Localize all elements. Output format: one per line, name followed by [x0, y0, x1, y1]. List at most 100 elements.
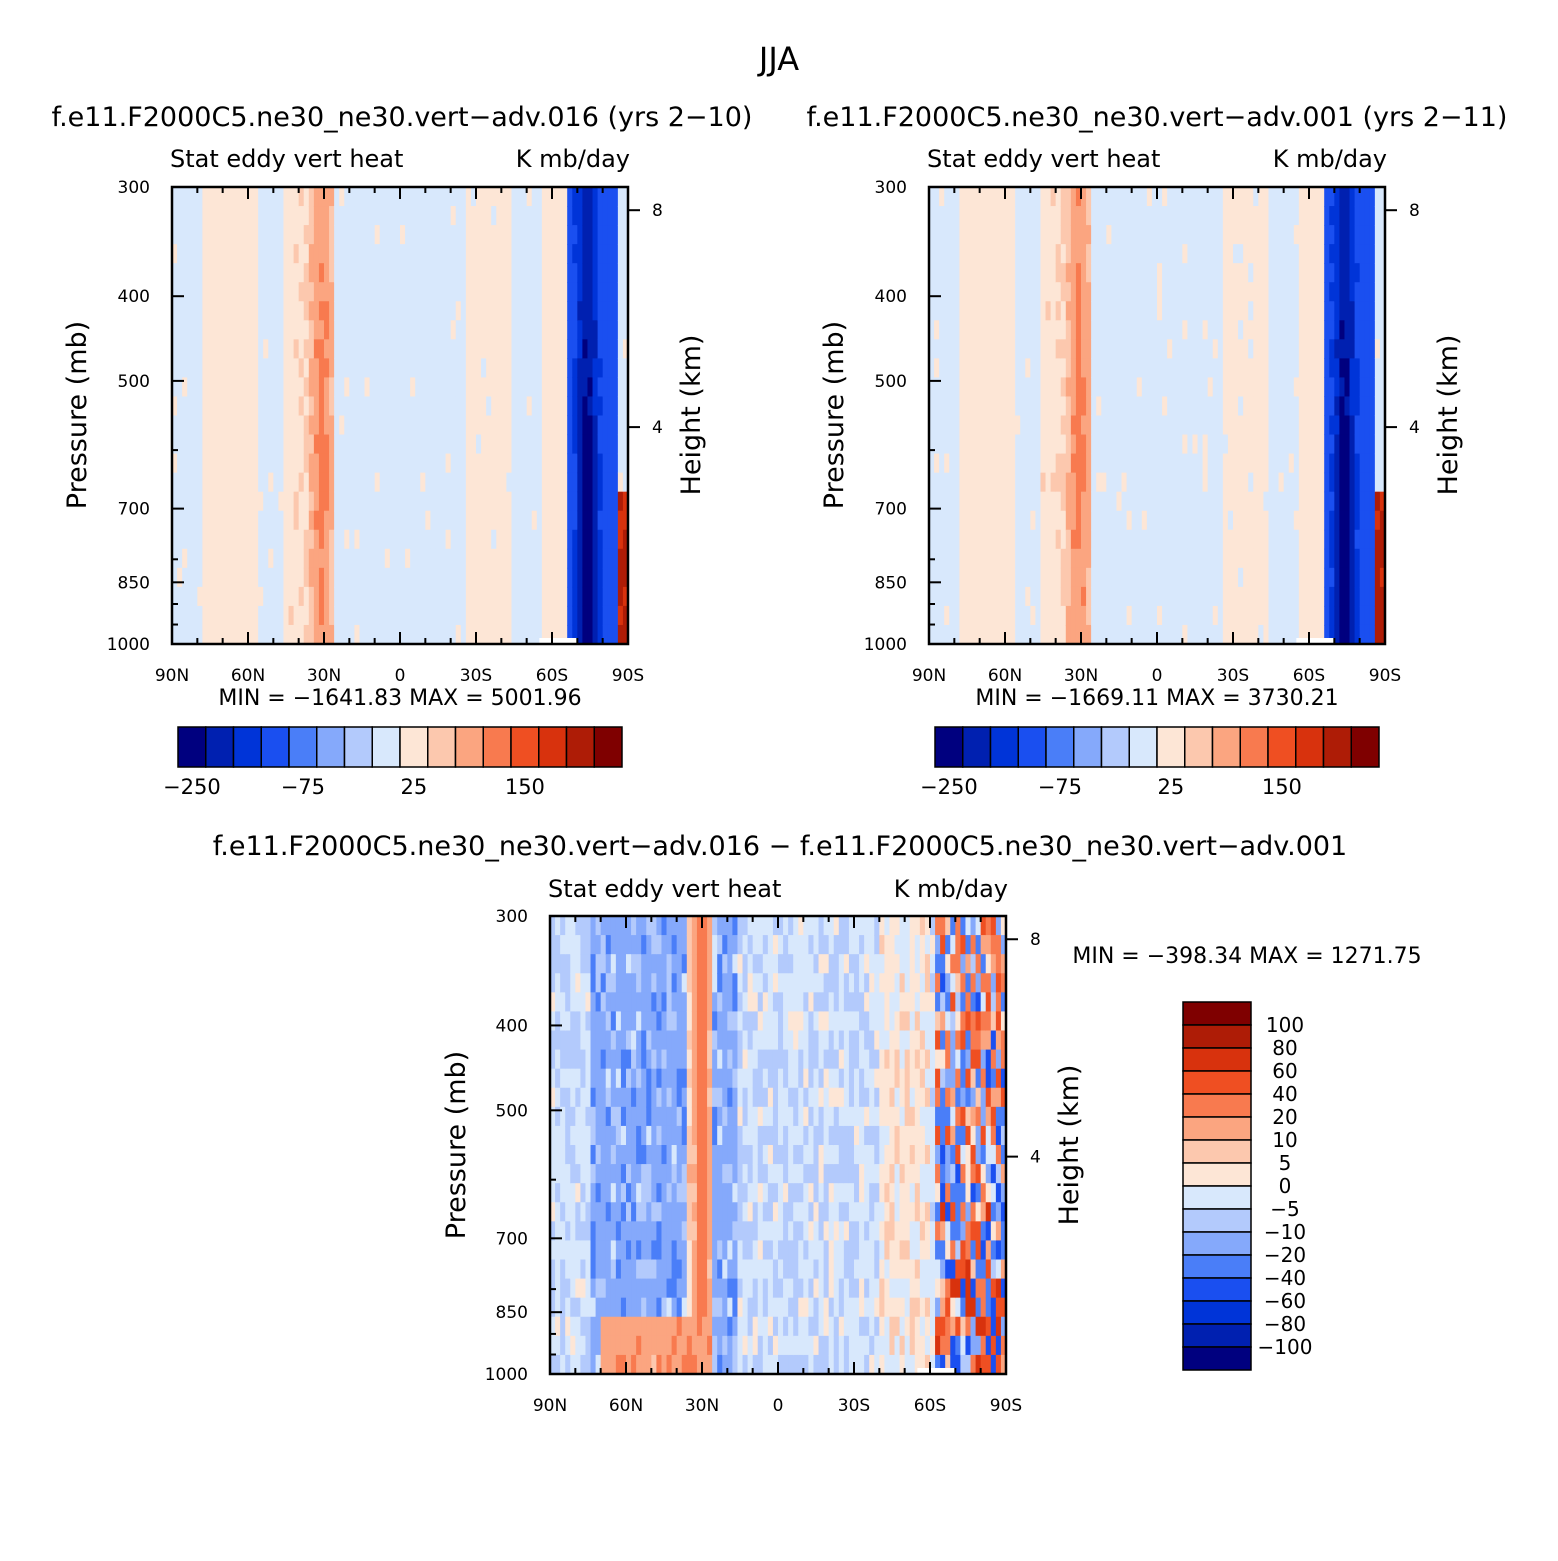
heatmap-cell	[592, 510, 599, 531]
heatmap-cell	[1258, 206, 1264, 226]
heatmap-cell	[481, 586, 487, 607]
heatmap-cell	[1243, 396, 1249, 417]
heatmap-cell	[430, 301, 437, 321]
heatmap-cell	[283, 624, 290, 645]
heatmap-cell	[999, 472, 1006, 493]
heatmap-cell	[1035, 358, 1042, 379]
heatmap-cell	[308, 586, 315, 607]
heatmap-cell	[1374, 396, 1381, 417]
heatmap-cell	[646, 1240, 652, 1261]
heatmap-cell	[974, 472, 981, 493]
heatmap-cell	[207, 339, 214, 359]
heatmap-cell	[1283, 282, 1290, 302]
heatmap-cell	[964, 529, 971, 550]
heatmap-cell	[1263, 491, 1270, 512]
heatmap-cell	[420, 529, 426, 550]
heatmap-cell	[557, 472, 563, 493]
heatmap-cell	[1050, 282, 1057, 302]
heatmap-cell	[1030, 282, 1036, 302]
heatmap-cell	[1288, 301, 1295, 321]
heatmap-cell	[1227, 624, 1234, 645]
heatmap-cell	[430, 187, 437, 207]
heatmap-cell	[631, 1068, 637, 1089]
heatmap-cell	[585, 1335, 592, 1356]
heatmap-cell	[1106, 586, 1112, 607]
heatmap-cell	[1055, 225, 1062, 245]
heatmap-cell	[384, 586, 391, 607]
heatmap-cell	[227, 339, 234, 359]
heatmap-cell	[506, 377, 513, 398]
heatmap-cell	[334, 491, 340, 512]
heatmap-cell	[420, 396, 426, 417]
heatmap-cell	[1298, 624, 1305, 645]
heatmap-cell	[1151, 320, 1158, 340]
heatmap-cell	[197, 358, 203, 379]
heatmap-cell	[197, 605, 203, 626]
heatmap-cell	[192, 567, 198, 588]
heatmap-cell	[359, 244, 366, 264]
heatmap-cell	[595, 1011, 602, 1032]
heatmap-cell	[1116, 434, 1123, 455]
heatmap-cell	[379, 529, 386, 550]
heatmap-cell	[615, 935, 622, 955]
heatmap-cell	[369, 320, 376, 340]
heatmap-cell	[949, 548, 955, 569]
heatmap-cell	[979, 472, 986, 493]
heatmap-cell	[560, 1049, 566, 1070]
heatmap-cell	[435, 529, 442, 550]
heatmap-cell	[929, 434, 935, 455]
heatmap-cell	[192, 586, 198, 607]
heatmap-cell	[974, 605, 981, 626]
heatmap-cell	[587, 225, 594, 245]
heatmap-cell	[1202, 358, 1209, 379]
heatmap-cell	[610, 1202, 617, 1222]
heatmap-cell	[1070, 529, 1077, 550]
heatmap-cell	[1162, 301, 1168, 321]
heatmap-cell	[1288, 225, 1295, 245]
heatmap-cell	[1349, 358, 1356, 379]
heatmap-cell	[1172, 301, 1178, 321]
heatmap-cell	[929, 263, 935, 283]
heatmap-cell	[1309, 491, 1315, 512]
heatmap-cell	[526, 567, 533, 588]
heatmap-cell	[600, 1145, 607, 1165]
heatmap-cell	[501, 586, 507, 607]
heatmap-cell	[1111, 605, 1118, 626]
heatmap-cell	[1157, 263, 1163, 283]
heatmap-cell	[1359, 187, 1366, 207]
heatmap-cell	[303, 263, 310, 283]
heatmap-cell	[237, 377, 244, 398]
heatmap-cell	[615, 1145, 622, 1165]
heatmap-cell	[486, 453, 492, 474]
heatmap-cell	[646, 973, 652, 993]
heatmap-cell	[546, 244, 553, 264]
heatmap-cell	[450, 206, 457, 226]
heatmap-cell	[585, 1125, 592, 1146]
heatmap-cell	[394, 434, 401, 455]
heatmap-cell	[379, 510, 386, 531]
heatmap-cell	[1182, 206, 1188, 226]
heatmap-cell	[172, 472, 178, 493]
heatmap-cell	[455, 282, 462, 302]
heatmap-cell	[298, 434, 305, 455]
heatmap-cell	[470, 472, 477, 493]
heatmap-cell	[526, 605, 533, 626]
heatmap-cell	[1020, 358, 1026, 379]
heatmap-cell	[1278, 320, 1285, 340]
heatmap-cell	[1303, 206, 1310, 226]
heatmap-cell	[394, 548, 401, 569]
heatmap-cell	[1045, 567, 1052, 588]
heatmap-cell	[263, 434, 269, 455]
heatmap-cell	[1086, 206, 1092, 226]
heatmap-cell	[582, 548, 589, 569]
heatmap-cell	[237, 434, 244, 455]
heatmap-cell	[1065, 624, 1072, 645]
heatmap-cell	[565, 1068, 571, 1089]
heatmap-cell	[1202, 282, 1209, 302]
heatmap-cell	[994, 263, 1001, 283]
heatmap-cell	[1065, 244, 1072, 264]
heatmap-cell	[994, 282, 1001, 302]
heatmap-cell	[268, 605, 274, 626]
heatmap-cell	[622, 586, 629, 607]
heatmap-cell	[1354, 301, 1361, 321]
